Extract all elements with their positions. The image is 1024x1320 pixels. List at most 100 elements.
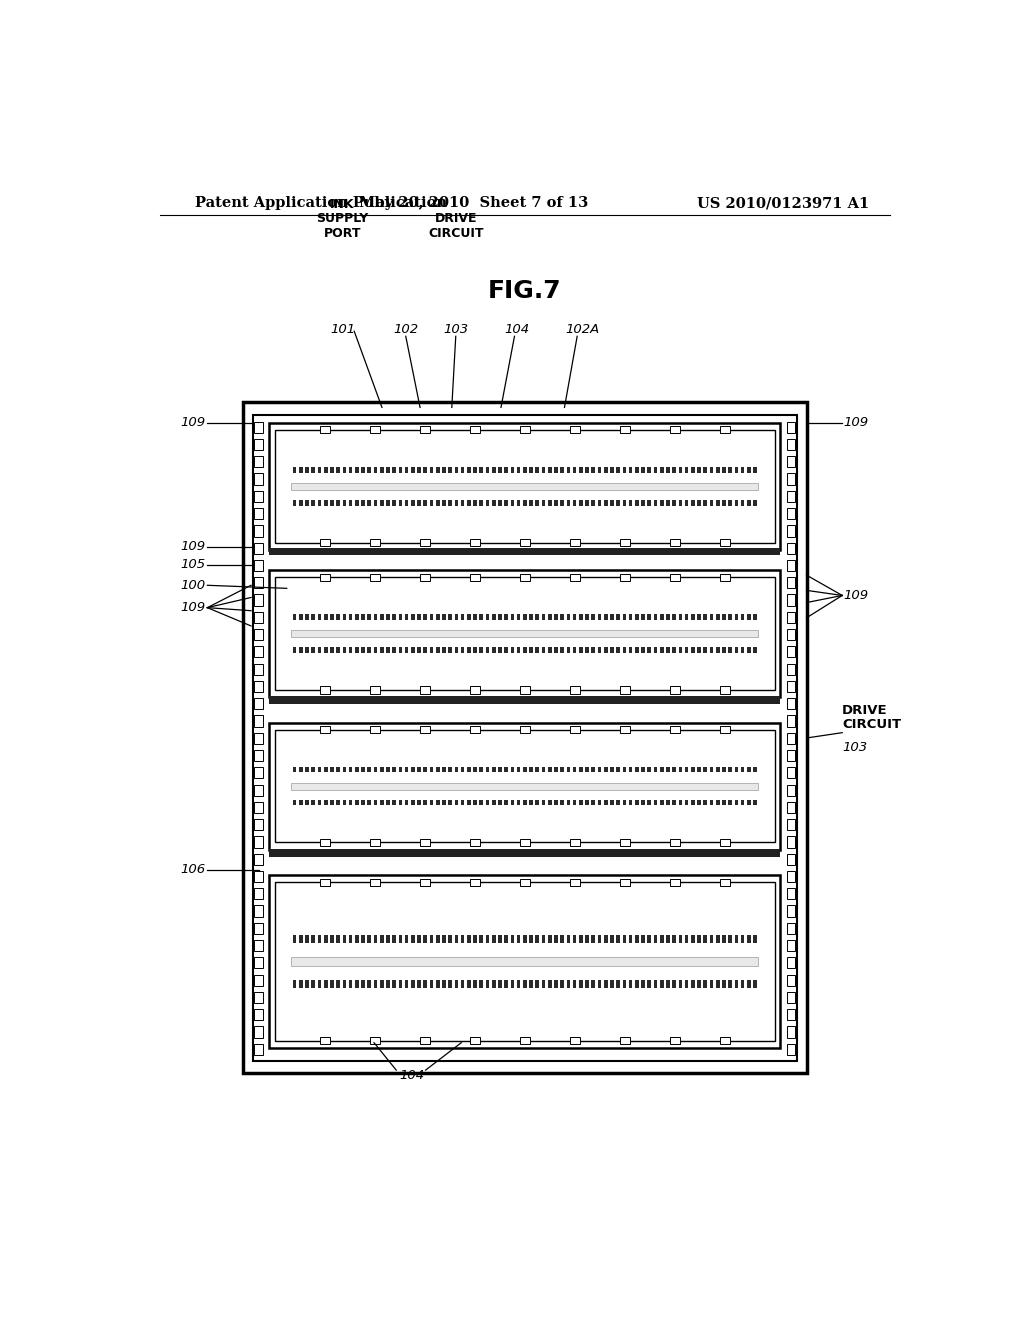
Bar <box>254 664 263 675</box>
Bar <box>703 647 707 653</box>
Bar <box>324 979 328 987</box>
Bar <box>520 726 529 733</box>
Bar <box>470 426 479 433</box>
Bar <box>673 500 676 506</box>
Bar <box>442 979 445 987</box>
Bar <box>436 467 439 473</box>
Bar <box>386 935 390 942</box>
Bar <box>254 611 263 623</box>
Bar <box>492 647 496 653</box>
Bar <box>740 979 744 987</box>
Bar <box>685 800 688 805</box>
Bar <box>511 614 514 620</box>
Bar <box>321 539 330 546</box>
Bar <box>293 979 296 987</box>
Bar <box>598 800 601 805</box>
Bar <box>610 935 613 942</box>
Bar <box>349 467 352 473</box>
Bar <box>485 767 489 772</box>
Bar <box>420 726 430 733</box>
Bar <box>679 467 682 473</box>
Bar <box>324 767 328 772</box>
Bar <box>542 800 546 805</box>
Bar <box>560 935 564 942</box>
Bar <box>746 614 751 620</box>
Bar <box>635 800 639 805</box>
Bar <box>398 979 402 987</box>
Bar <box>703 467 707 473</box>
Bar <box>720 1038 729 1044</box>
Bar <box>386 979 390 987</box>
Bar <box>349 800 352 805</box>
Bar <box>716 979 720 987</box>
Bar <box>398 500 402 506</box>
Bar <box>786 957 796 969</box>
Bar <box>467 935 471 942</box>
Bar <box>616 935 620 942</box>
Bar <box>361 979 365 987</box>
Bar <box>455 979 458 987</box>
Bar <box>467 614 471 620</box>
Bar <box>697 647 700 653</box>
Bar <box>473 614 477 620</box>
Bar <box>629 500 633 506</box>
Bar <box>404 614 409 620</box>
Bar <box>404 647 409 653</box>
Bar <box>368 935 371 942</box>
Bar <box>455 935 458 942</box>
Bar <box>592 647 595 653</box>
Bar <box>728 979 732 987</box>
Bar <box>254 750 263 762</box>
Bar <box>570 1038 580 1044</box>
Bar <box>305 614 309 620</box>
Bar <box>254 767 263 779</box>
Bar <box>786 1027 796 1038</box>
Bar <box>604 467 607 473</box>
Bar <box>430 500 433 506</box>
Bar <box>461 500 465 506</box>
Bar <box>455 467 458 473</box>
Bar <box>274 730 775 842</box>
Bar <box>442 767 445 772</box>
Text: INK
SUPPLY
PORT: INK SUPPLY PORT <box>316 198 369 240</box>
Bar <box>673 767 676 772</box>
Bar <box>254 974 263 986</box>
Bar <box>673 467 676 473</box>
Bar <box>716 647 720 653</box>
Bar <box>254 630 263 640</box>
Bar <box>442 500 445 506</box>
Bar <box>786 1008 796 1020</box>
Bar <box>685 935 688 942</box>
Bar <box>592 935 595 942</box>
Bar <box>728 800 732 805</box>
Bar <box>370 840 380 846</box>
Bar <box>436 647 439 653</box>
Bar <box>604 935 607 942</box>
Bar <box>620 726 630 733</box>
Bar <box>659 800 664 805</box>
Bar <box>786 801 796 813</box>
Bar <box>392 800 396 805</box>
Bar <box>566 979 570 987</box>
Bar <box>529 614 532 620</box>
Bar <box>392 467 396 473</box>
Bar <box>321 426 330 433</box>
Bar <box>473 467 477 473</box>
Bar <box>336 935 340 942</box>
Bar <box>324 614 328 620</box>
Bar <box>598 979 601 987</box>
Bar <box>485 500 489 506</box>
Bar <box>691 767 694 772</box>
Bar <box>321 840 330 846</box>
Bar <box>720 840 729 846</box>
Bar <box>436 614 439 620</box>
Bar <box>641 800 645 805</box>
Bar <box>430 647 433 653</box>
Bar <box>570 726 580 733</box>
Bar <box>417 500 421 506</box>
Bar <box>330 467 334 473</box>
Bar <box>292 630 758 638</box>
Bar <box>570 574 580 581</box>
Bar <box>786 457 796 467</box>
Bar <box>623 614 627 620</box>
